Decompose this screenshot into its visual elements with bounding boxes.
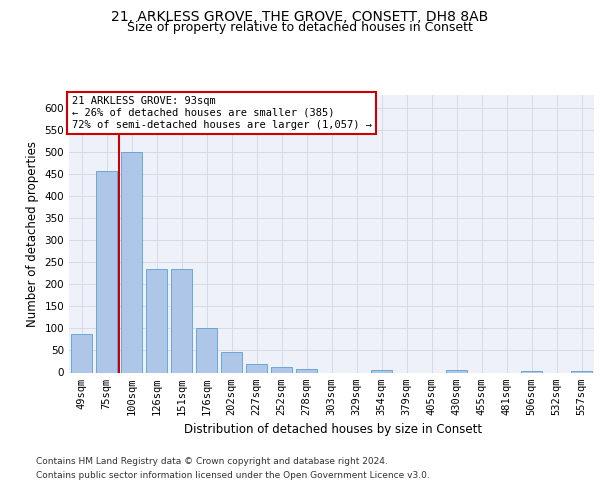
Bar: [446, 370, 467, 372]
Text: Contains HM Land Registry data © Crown copyright and database right 2024.: Contains HM Land Registry data © Crown c…: [36, 458, 388, 466]
Bar: [271, 367, 292, 372]
Bar: [71, 334, 92, 372]
Text: Contains public sector information licensed under the Open Government Licence v3: Contains public sector information licen…: [36, 471, 430, 480]
Bar: [171, 269, 192, 372]
Bar: [296, 369, 317, 372]
Bar: [521, 370, 542, 372]
Bar: [571, 370, 592, 372]
Bar: [96, 171, 117, 372]
Bar: [221, 352, 242, 372]
Text: 21 ARKLESS GROVE: 93sqm
← 26% of detached houses are smaller (385)
72% of semi-d: 21 ARKLESS GROVE: 93sqm ← 26% of detache…: [71, 96, 371, 130]
Bar: [121, 152, 142, 372]
Text: Distribution of detached houses by size in Consett: Distribution of detached houses by size …: [184, 422, 482, 436]
Bar: [146, 269, 167, 372]
Text: 21, ARKLESS GROVE, THE GROVE, CONSETT, DH8 8AB: 21, ARKLESS GROVE, THE GROVE, CONSETT, D…: [112, 10, 488, 24]
Text: Size of property relative to detached houses in Consett: Size of property relative to detached ho…: [127, 22, 473, 35]
Bar: [371, 370, 392, 372]
Bar: [246, 364, 267, 372]
Y-axis label: Number of detached properties: Number of detached properties: [26, 141, 39, 327]
Bar: [196, 328, 217, 372]
